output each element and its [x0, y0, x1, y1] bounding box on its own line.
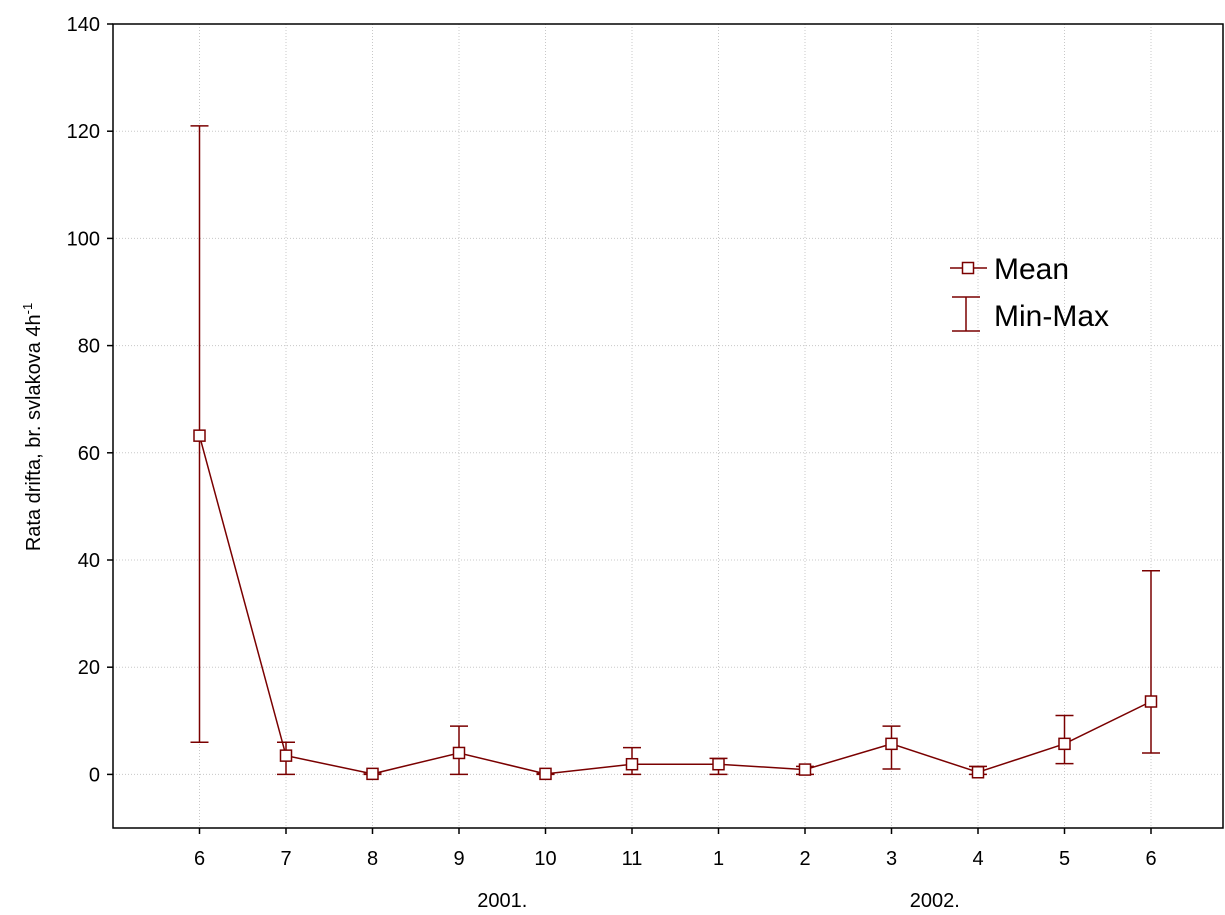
mean-point	[452, 746, 466, 760]
y-tick-label: 80	[78, 336, 100, 358]
x-tick-label: 9	[453, 848, 464, 870]
year-label: 2002.	[910, 890, 960, 912]
legend-mean-label: Mean	[994, 253, 1069, 286]
year-label: 2001.	[477, 890, 527, 912]
legend-minmax-label: Min-Max	[994, 300, 1109, 333]
x-tick-label: 6	[194, 848, 205, 870]
y-tick-label: 20	[78, 657, 100, 679]
x-tick-label: 10	[534, 848, 556, 870]
x-tick-label: 8	[367, 848, 378, 870]
mean-point	[1144, 695, 1158, 708]
y-tick-label: 60	[78, 443, 100, 465]
x-tick-label: 5	[1059, 848, 1070, 870]
mean-point	[193, 429, 206, 442]
plot-frame	[112, 23, 1224, 829]
mean-point	[971, 766, 985, 779]
y-tick-label: 140	[67, 14, 100, 36]
x-tick-label: 4	[972, 848, 983, 870]
mean-point	[712, 757, 725, 771]
grid	[113, 23, 1223, 828]
x-tick-label: 3	[886, 848, 897, 870]
x-tick-label: 7	[280, 848, 291, 870]
data-series	[190, 125, 1160, 781]
x-tick-label: 2	[799, 848, 810, 870]
y-tick-label: 0	[89, 764, 100, 786]
legend-mean-marker	[961, 261, 975, 275]
x-tick-label: 1	[713, 848, 724, 870]
mean-point	[279, 749, 293, 762]
mean-point	[798, 763, 812, 776]
mean-point	[366, 767, 379, 781]
y-tick-label: 120	[67, 121, 100, 143]
mean-point	[885, 737, 898, 751]
y-axis-title-superscript: -1	[20, 303, 35, 315]
legend: Mean Min-Max	[950, 253, 1109, 333]
y-tick-label: 40	[78, 550, 100, 572]
y-axis-title: Rata drifta, br. svlakova 4h-1	[20, 303, 45, 551]
mean-point	[539, 767, 552, 781]
x-tick-label: 6	[1145, 848, 1156, 870]
mean-line	[198, 435, 1152, 775]
mean-point	[625, 757, 639, 771]
y-tick-label: 100	[67, 228, 100, 250]
mean-point	[1058, 737, 1071, 751]
y-axis-title-main: Rata drifta, br. svlakova 4h	[23, 314, 45, 551]
x-tick-label: 11	[622, 848, 643, 870]
